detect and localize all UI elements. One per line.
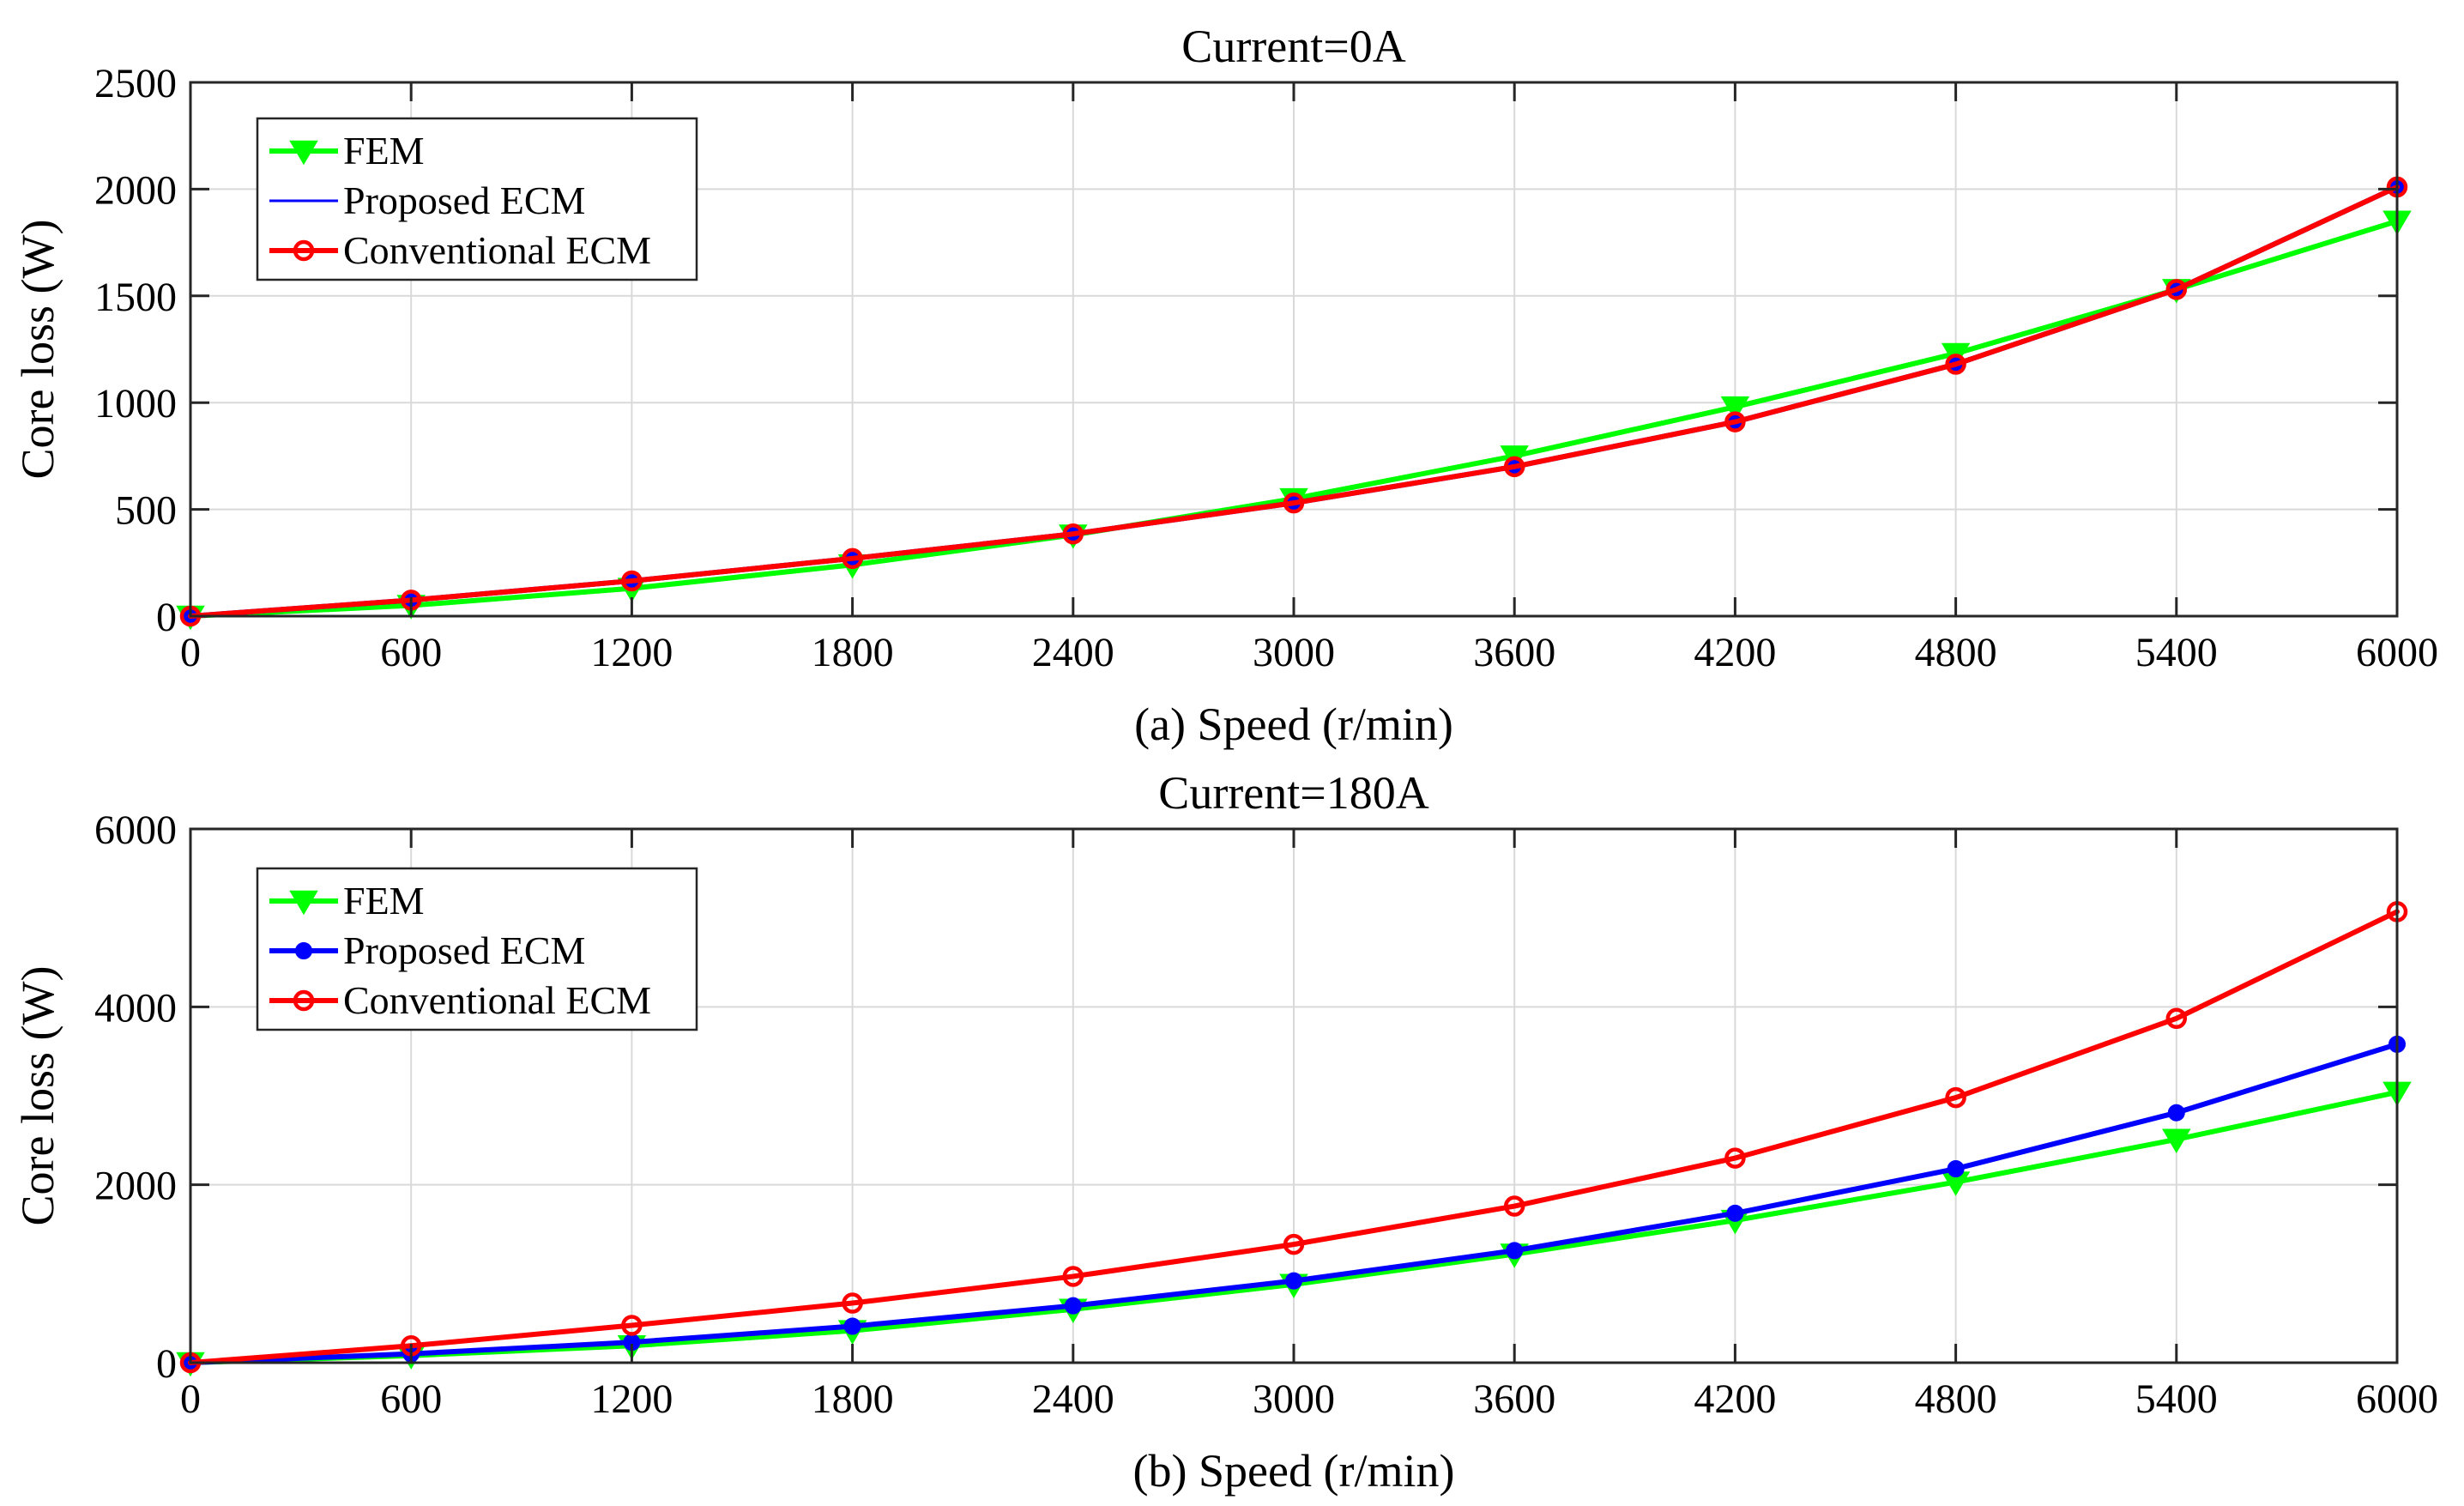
chart-2-conventional-ecm-point (1945, 1086, 1966, 1109)
chart-2-x-tick-label: 1200 (590, 1376, 673, 1422)
chart-1-y-tick-label: 0 (156, 595, 177, 640)
chart-1-conventional-ecm-point (2165, 279, 2188, 300)
chart-2-x-tick-label: 1800 (812, 1376, 894, 1422)
chart-1-x-tick-label: 0 (180, 630, 201, 675)
chart-2-conventional-ecm-point (1724, 1147, 1746, 1169)
chart-2-conventional-ecm-point (2165, 1007, 2188, 1030)
chart-2-proposed-ecm-point (843, 1317, 861, 1335)
chart-1-conventional-ecm-point (1724, 411, 1746, 432)
chart-2-proposed-ecm-point (1947, 1160, 1965, 1178)
chart-2-proposed-ecm-point (1285, 1272, 1302, 1290)
chart-2-legend-item-fem: FEM (269, 879, 425, 922)
chart-2-y-tick-label: 4000 (94, 985, 177, 1031)
chart-2-proposed-ecm-point (2167, 1104, 2185, 1122)
chart-1-x-tick-label: 5400 (2135, 630, 2218, 675)
chart-2-x-tick-label: 4800 (1915, 1376, 1997, 1422)
chart-2-conventional-ecm-point (621, 1315, 643, 1336)
chart-1-conventional-ecm-point (621, 570, 643, 592)
chart-1-legend-swatch-marker (293, 239, 315, 262)
chart-2-conventional-ecm-point (1062, 1266, 1084, 1287)
chart-2-x-axis-label: (b) Speed (r/min) (1133, 1445, 1455, 1497)
chart-1-conventional-ecm-point (1062, 523, 1084, 545)
chart-2-conventional-ecm-point (1283, 1233, 1305, 1255)
chart-1-y-tick-label: 2000 (94, 167, 177, 213)
chart-2-proposed-ecm-point (1726, 1204, 1744, 1222)
chart-2-legend-label: Conventional ECM (343, 978, 651, 1022)
chart-1-x-tick-label: 3000 (1253, 630, 1335, 675)
chart-1-legend-item-conventional-ecm: Conventional ECM (269, 228, 651, 272)
chart-2-y-tick-label: 0 (156, 1341, 177, 1387)
chart-2-series-proposed-ecm (182, 1035, 2406, 1371)
chart-1-x-tick-label: 600 (380, 630, 442, 675)
chart-2-conventional-ecm-point (1503, 1195, 1525, 1217)
chart-1-y-tick-label: 1500 (94, 275, 177, 320)
chart-2-fem-point (2162, 1128, 2191, 1154)
chart-2-conventional-ecm-point (842, 1292, 863, 1314)
chart-1-legend-label: Proposed ECM (343, 178, 585, 222)
chart-2-legend-label: Proposed ECM (343, 928, 585, 972)
chart-2-legend-swatch-marker (289, 890, 318, 916)
chart-2-legend-swatch-marker (295, 942, 312, 959)
chart-1-legend: FEM Proposed ECM Conventional ECM (256, 117, 698, 281)
chart-2-x-tick-label: 6000 (2356, 1376, 2438, 1422)
chart-2-legend: FEM Proposed ECM Conventional ECM (256, 867, 698, 1031)
chart-2-legend-item-conventional-ecm: Conventional ECM (269, 978, 651, 1022)
chart-2: 0 600 1200 1800 2400 3000 3600 4200 4800 5400 6000… (12, 767, 2438, 1497)
chart-2-legend-item-proposed-ecm: Proposed ECM (269, 928, 585, 972)
chart-2-title: Current=180A (1158, 767, 1428, 819)
chart-1-x-tick-label: 1800 (812, 630, 894, 675)
chart-1-legend-label: Conventional ECM (343, 228, 651, 272)
chart-2-proposed-ecm-point (1064, 1297, 1082, 1315)
chart-1-legend-label: FEM (343, 129, 425, 172)
chart-1-x-tick-label: 4800 (1915, 630, 1997, 675)
chart-2-legend-label: FEM (343, 879, 425, 922)
chart-2-x-tick-label: 5400 (2135, 1376, 2218, 1422)
chart-1-conventional-ecm-point (842, 547, 863, 570)
chart-2-conventional-ecm-line (188, 909, 2400, 1365)
chart-1-x-tick-label: 6000 (2356, 630, 2438, 675)
chart-1-y-axis-label: Core loss (W) (12, 220, 63, 480)
chart-2-x-tick-label: 0 (180, 1376, 201, 1422)
chart-2-y-tick-label: 6000 (94, 807, 177, 853)
chart-1-conventional-ecm-point (1945, 354, 1966, 375)
chart-1-fem-point (1720, 396, 1750, 421)
chart-1-x-tick-label: 1200 (590, 630, 673, 675)
chart-1-x-tick-label: 2400 (1032, 630, 1114, 675)
chart-2-x-tick-label: 4200 (1694, 1376, 1776, 1422)
chart-1: 0 600 1200 1800 2400 3000 3600 4200 4800 5400 6000… (12, 21, 2438, 750)
chart-2-y-tick-label: 2000 (94, 1164, 177, 1209)
chart-1-conventional-ecm-line (188, 184, 2400, 619)
chart-1-x-tick-label: 3600 (1473, 630, 1555, 675)
chart-1-legend-swatch-marker (289, 140, 318, 166)
chart-1-x-tick-label: 4200 (1694, 630, 1776, 675)
chart-1-conventional-ecm-point (1503, 456, 1525, 478)
chart-1-legend-item-fem: FEM (269, 129, 425, 172)
chart-1-y-tick-label: 500 (115, 488, 177, 534)
chart-2-x-tick-label: 600 (380, 1376, 442, 1422)
chart-2-proposed-ecm-point (1506, 1242, 1524, 1260)
chart-1-legend-item-proposed-ecm: Proposed ECM (269, 178, 585, 222)
chart-1-title: Current=0A (1181, 21, 1405, 72)
chart-1-x-axis-label: (a) Speed (r/min) (1134, 699, 1453, 750)
chart-1-y-tick-label: 2500 (94, 61, 177, 106)
chart-2-y-axis-label: Core loss (W) (12, 966, 63, 1226)
chart-2-x-tick-label: 3000 (1253, 1376, 1335, 1422)
chart-1-y-tick-label: 1000 (94, 381, 177, 426)
chart-2-x-tick-label: 3600 (1473, 1376, 1555, 1422)
chart-2-x-tick-label: 2400 (1032, 1376, 1114, 1422)
chart-1-conventional-ecm-point (1283, 492, 1305, 514)
chart-2-legend-swatch-marker (293, 989, 315, 1012)
chart-1-legend-box (256, 117, 698, 281)
